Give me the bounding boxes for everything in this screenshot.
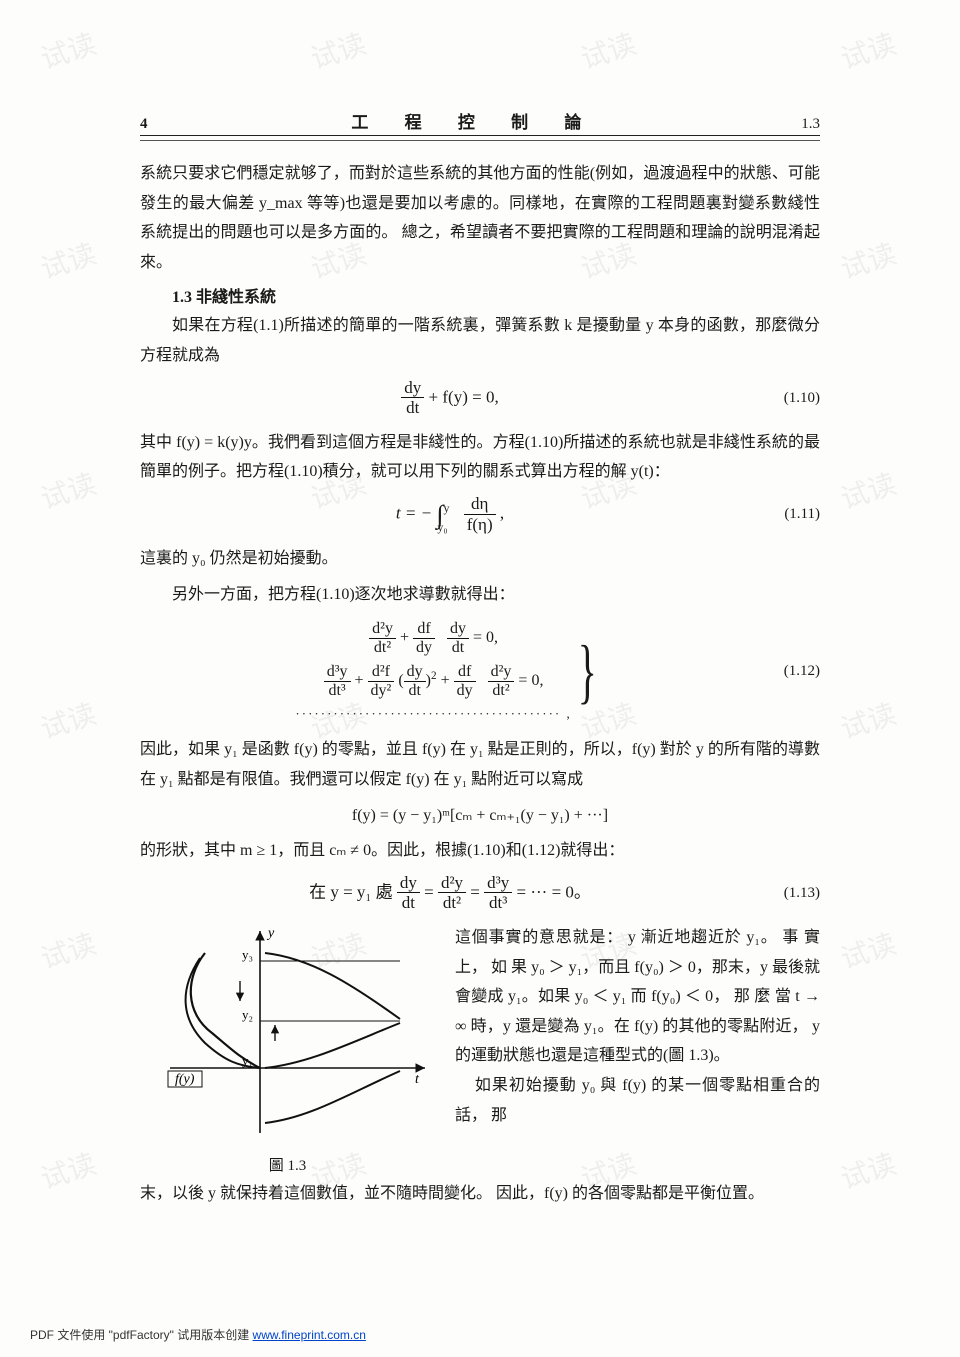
inline-equation: f(y) = (y − y₁)ᵐ[cₘ + cₘ₊₁(y − y₁) + ···… [140, 801, 820, 831]
label-y2: y₂ [242, 1007, 253, 1022]
watermark: 试读 [35, 922, 101, 977]
label-y3: y₃ [242, 947, 253, 962]
page-number: 4 [140, 116, 148, 133]
paragraph: 這裏的 y₀ 仍然是初始擾動。 [140, 544, 820, 574]
axis-label-t: t [415, 1072, 420, 1087]
watermark: 试读 [835, 232, 901, 287]
header-rule [140, 140, 820, 141]
equation-number: (1.12) [760, 663, 820, 680]
axis-label-y: y [266, 926, 275, 941]
watermark: 试读 [835, 462, 901, 517]
watermark: 试读 [835, 1142, 901, 1197]
watermark: 试读 [35, 462, 101, 517]
paragraph: 的形狀，其中 m ≥ 1，而且 cₘ ≠ 0。因此，根據(1.10)和(1.12… [140, 836, 820, 866]
watermark: 试读 [35, 22, 101, 77]
page-content: 4 工 程 控 制 論 1.3 系統只要求它們穩定就够了，而對於這些系統的其他方… [140, 108, 820, 1215]
paragraph: 因此，如果 y₁ 是函數 f(y) 的零點，並且 f(y) 在 y₁ 點是正則的… [140, 735, 820, 794]
paragraph-right: 這個事實的意思就是： y 漸近地趨近於 y₁。 事 實 上， 如 果 y₀ ＞ … [455, 923, 820, 1175]
paragraph: 如果在方程(1.1)所描述的簡單的一階系統裏，彈簧系數 k 是擾動量 y 本身的… [140, 311, 820, 370]
watermark: 试读 [835, 22, 901, 77]
footer-text: PDF 文件使用 "pdfFactory" 试用版本创建 [30, 1328, 253, 1342]
watermark: 试读 [835, 692, 901, 747]
equation-number: (1.11) [760, 506, 820, 523]
paragraph: 其中 f(y) = k(y)y。我們看到這個方程是非綫性的。方程(1.10)所描… [140, 428, 820, 487]
watermark: 试读 [35, 692, 101, 747]
label-fy: f(y) [175, 1072, 195, 1087]
pdf-footer: PDF 文件使用 "pdfFactory" 试用版本创建 www.finepri… [30, 1326, 366, 1343]
header-section: 1.3 [801, 116, 820, 133]
equation-1-10: dydt + f(y) = 0, (1.10) [140, 379, 820, 418]
watermark: 试读 [35, 232, 101, 287]
header-title: 工 程 控 制 論 [351, 108, 597, 133]
paragraph: 末，以後 y 就保持着這個數值，並不隨時間變化。 因此，f(y) 的各個零點都是… [140, 1179, 820, 1209]
watermark: 试读 [575, 22, 641, 77]
equation-1-12: d²ydt² + dfdy dydt = 0, d³ydt³ + d²fdy² … [140, 617, 820, 725]
label-y1: y₁ [242, 1053, 253, 1068]
paragraph: 系統只要求它們穩定就够了，而對於這些系統的其他方面的性能(例如，過渡過程中的狀態… [140, 159, 820, 277]
equation-number: (1.13) [760, 885, 820, 902]
figure-caption: 圖 1.3 [140, 1154, 435, 1175]
figure-1-3: y t f(y) y₃ y₂ y₁ 圖 1.3 [140, 923, 435, 1175]
watermark: 试读 [305, 22, 371, 77]
section-heading: 1.3 非綫性系統 [140, 283, 820, 307]
paragraph: 另外一方面，把方程(1.10)逐次地求導數就得出： [140, 580, 820, 610]
equation-number: (1.10) [760, 390, 820, 407]
equation-1-13: 在 y = y₁ 處 dydt = d²ydt² = d³ydt³ = ··· … [140, 874, 820, 913]
equation-1-11: t = − ∫yy₀ dηf(η) , (1.11) [140, 495, 820, 534]
footer-link[interactable]: www.fineprint.com.cn [253, 1328, 366, 1342]
page-header: 4 工 程 控 制 論 1.3 [140, 108, 820, 136]
watermark: 试读 [35, 1142, 101, 1197]
watermark: 试读 [835, 922, 901, 977]
